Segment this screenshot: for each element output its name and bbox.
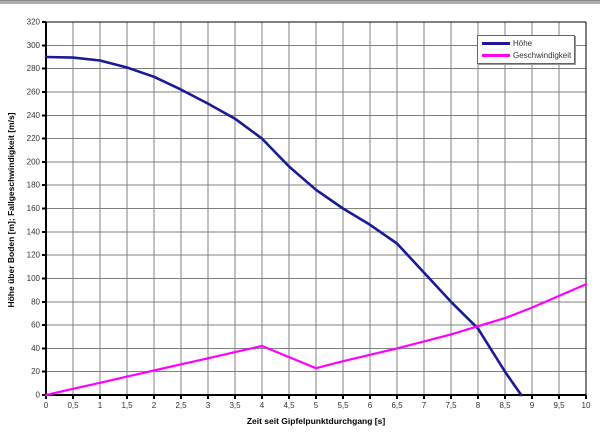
y-tick-label: 180	[27, 181, 41, 190]
hoehe-line-swatch	[482, 42, 510, 46]
x-tick-label: 6	[368, 401, 373, 410]
y-tick-label: 80	[31, 297, 40, 306]
x-tick-label: 5	[314, 401, 319, 410]
y-tick-label: 100	[27, 274, 41, 283]
y-tick-label: 200	[27, 157, 41, 166]
y-tick-label: 40	[31, 344, 40, 353]
y-tick-label: 240	[27, 111, 41, 120]
x-tick-label: 5,5	[337, 401, 349, 410]
y-tick-label: 60	[31, 321, 40, 330]
geschwindigkeit-line-swatch	[482, 53, 510, 57]
legend-label-geschwindigkeit: Geschwindigkeit	[513, 50, 572, 60]
x-tick-label: 10	[582, 401, 591, 410]
y-tick-label: 280	[27, 64, 41, 73]
x-tick-label: 6,5	[391, 401, 403, 410]
x-tick-label: 2,5	[175, 401, 187, 410]
y-tick-label: 140	[27, 227, 41, 236]
x-tick-label: 0	[44, 401, 49, 410]
x-tick-label: 0,5	[67, 401, 79, 410]
legend-entry-hoehe: Höhe	[482, 38, 570, 49]
x-tick-label: 7	[422, 401, 427, 410]
legend-label-hoehe: Höhe	[513, 39, 533, 49]
x-tick-label: 3	[206, 401, 211, 410]
legend-entry-geschwindigkeit: Geschwindigkeit	[482, 50, 572, 61]
y-tick-label: 120	[27, 251, 41, 260]
y-tick-label: 320	[27, 18, 41, 27]
x-tick-label: 2	[152, 401, 157, 410]
x-tick-label: 3,5	[229, 401, 241, 410]
geschwindigkeit-line	[44, 283, 588, 397]
y-tick-label: 0	[36, 391, 41, 400]
x-tick-label: 4,5	[283, 401, 295, 410]
x-tick-label: 8,5	[499, 401, 511, 410]
y-tick-label: 300	[27, 41, 41, 50]
y-tick-label: 220	[27, 134, 41, 143]
y-axis-title: Höhe über Boden [m]; Fallgeschwindigkeit…	[6, 112, 16, 308]
x-tick-label: 9,5	[553, 401, 565, 410]
x-tick-label: 4	[260, 401, 265, 410]
y-tick-label: 160	[27, 204, 41, 213]
x-axis-title: Zeit seit Gipfelpunktdurchgang [s]	[246, 416, 386, 426]
x-tick-label: 1,5	[121, 401, 133, 410]
chart-legend: Höhe Geschwindigkeit	[477, 35, 575, 64]
hoehe-line	[44, 55, 523, 397]
x-tick-label: 9	[530, 401, 535, 410]
x-tick-label: 8	[476, 401, 481, 410]
x-tick-label: 7,5	[445, 401, 457, 410]
x-tick-label: 1	[98, 401, 103, 410]
window-top-edge	[0, 0, 600, 4]
y-tick-label: 20	[31, 367, 40, 376]
y-tick-label: 260	[27, 87, 41, 96]
